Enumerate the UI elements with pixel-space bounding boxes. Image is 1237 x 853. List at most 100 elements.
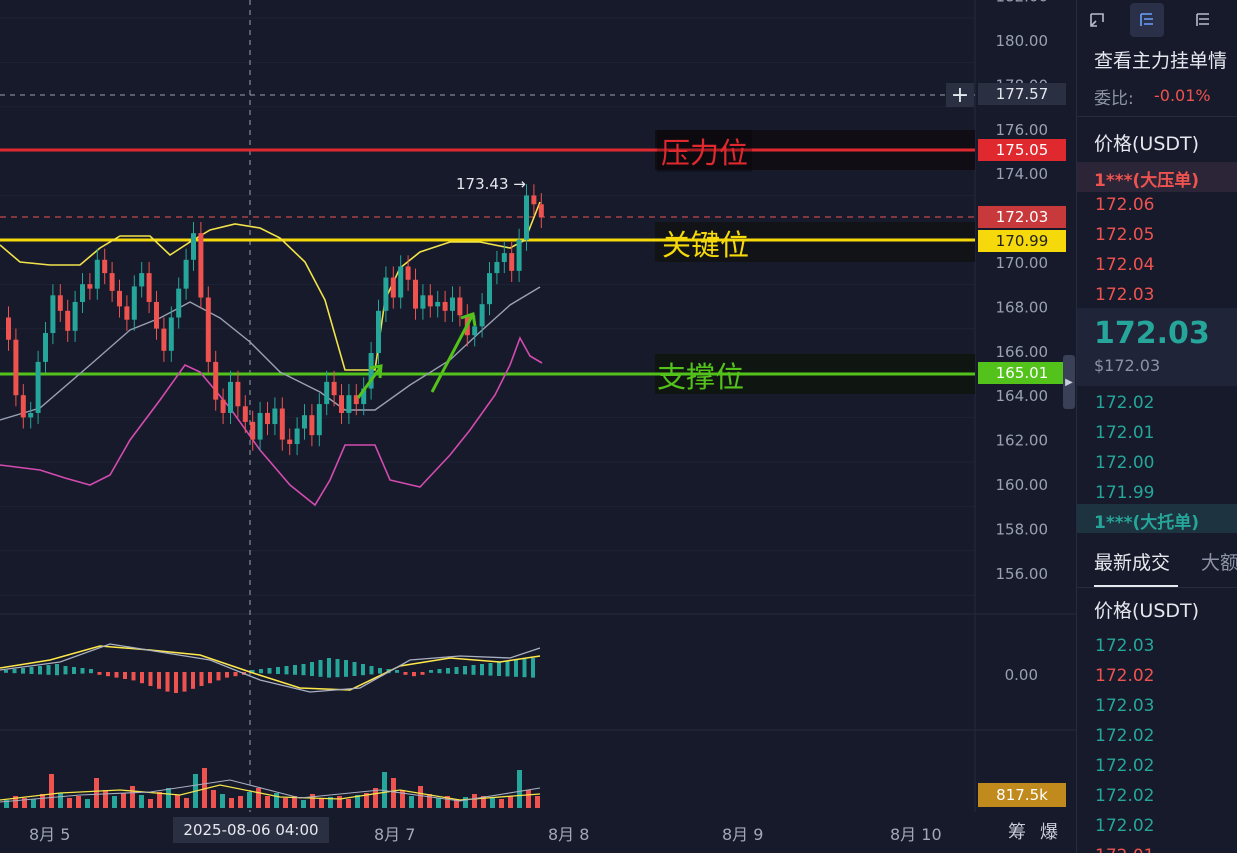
volume-bar [49, 774, 54, 808]
candle-body [191, 233, 196, 260]
toolbar-icon-2[interactable] [1130, 3, 1164, 37]
candle-body [28, 412, 34, 418]
volume-bar [373, 788, 378, 808]
macd-bar [46, 665, 51, 675]
macd-bar [148, 672, 153, 686]
macd-bar [463, 666, 467, 675]
bid-row[interactable]: 172.01 [1095, 423, 1155, 443]
macd-bar [97, 672, 102, 675]
annotation-arrow [356, 367, 382, 399]
macd-bar [369, 666, 374, 675]
candle-body [154, 301, 159, 329]
last-price-tag: 172.03 [978, 206, 1066, 228]
crosshair-plus-icon[interactable]: + [946, 83, 974, 108]
high-marker: 173.43 → [456, 175, 526, 193]
trade-row: 172.01 [1095, 846, 1154, 853]
ask-row[interactable]: 172.03 [1095, 285, 1155, 305]
panel-title[interactable]: 查看主力挂单情 [1094, 50, 1228, 72]
macd-bar [250, 670, 255, 673]
toolbar-icon-3[interactable] [1186, 3, 1220, 37]
macd-bar [514, 660, 518, 677]
candle-body [117, 290, 122, 307]
bollinger-lower [0, 336, 543, 507]
macd-bar [310, 662, 314, 676]
time-label-aug8: 8月 8 [548, 825, 590, 844]
candle-body [427, 295, 433, 307]
candle-body [94, 259, 100, 289]
volume-bar [94, 778, 99, 808]
ask-row[interactable]: 172.04 [1095, 255, 1155, 275]
volume-bar [292, 796, 297, 808]
volume-bar [112, 796, 117, 808]
price-tick-label: 164.00 [996, 387, 1049, 405]
macd-bar [106, 672, 110, 677]
candle-body [57, 295, 63, 311]
candle-body [479, 304, 485, 327]
candle-body [43, 333, 48, 362]
volume-bar [328, 797, 333, 808]
bollinger-middle [0, 286, 541, 421]
volume-bar [265, 796, 270, 808]
candle-body [109, 273, 115, 291]
macd-bar [63, 666, 68, 675]
macd-bar [55, 664, 59, 676]
macd-bar [301, 664, 306, 676]
volume-bar [157, 792, 162, 808]
candle-body [331, 381, 337, 396]
candle-body [398, 266, 404, 298]
volume-bar [409, 796, 414, 808]
macd-bar [531, 658, 535, 678]
panel-collapse-handle[interactable]: ▶ [1063, 355, 1075, 409]
ask-row[interactable]: 172.05 [1095, 225, 1155, 245]
liquidation-button[interactable]: 爆 [1040, 822, 1058, 843]
candle-body [102, 259, 108, 274]
candle-body [390, 277, 396, 298]
chip-button[interactable]: 筹 [1008, 822, 1026, 843]
tab-latest-trades[interactable]: 最新成交 [1094, 552, 1171, 574]
macd-bar [420, 672, 425, 675]
tab-large-trades[interactable]: 大额 [1201, 552, 1237, 574]
annotation-arrow-head [369, 364, 383, 379]
macd-bar [471, 665, 476, 675]
big-ask-row[interactable] [1077, 162, 1237, 192]
bid-row[interactable]: 172.02 [1095, 393, 1155, 413]
macd-bar [199, 672, 204, 686]
volume-bar [40, 794, 45, 808]
volume-bar [319, 798, 324, 808]
candle-body [383, 277, 389, 311]
candlestick-chart[interactable]: 182.00180.00178.00176.00174.00172.00170.… [0, 0, 1076, 853]
macd-bar [446, 668, 450, 674]
macd-bar [21, 668, 25, 674]
toolbar-icon-1[interactable] [1080, 3, 1114, 37]
macd-bar [488, 663, 493, 676]
chart-area[interactable]: 182.00180.00178.00176.00174.00172.00170.… [0, 0, 1076, 853]
volume-bar [58, 793, 63, 808]
candle-body [205, 297, 211, 362]
candle-body [131, 286, 137, 320]
candle-body [450, 297, 455, 311]
trade-row: 172.02 [1095, 756, 1155, 776]
bid-row[interactable]: 172.00 [1095, 453, 1155, 473]
candle-body [538, 204, 544, 217]
candle-body [139, 273, 145, 287]
candle-body [353, 395, 359, 405]
volume-bar [382, 772, 387, 808]
macd-bar [403, 672, 408, 675]
candle-body [413, 279, 418, 309]
volume-bar [463, 797, 468, 808]
big-ask-label: 1***(大压单) [1094, 171, 1200, 191]
macd-bar [352, 662, 357, 676]
bid-row[interactable]: 171.99 [1095, 483, 1155, 503]
divider [1077, 116, 1237, 117]
crosshair-time-tag: 2025-08-06 04:00 [173, 817, 329, 843]
macd-dif-line [0, 645, 541, 691]
ask-row[interactable]: 172.06 [1095, 195, 1155, 215]
trade-price-header: 价格(USDT) [1094, 600, 1200, 622]
macd-bar [38, 666, 42, 675]
candle-body [346, 395, 352, 413]
volume-bar [220, 794, 225, 808]
big-bid-row[interactable] [1077, 504, 1237, 533]
ratio-label: 委比: [1094, 89, 1134, 109]
volume-bar [445, 796, 450, 808]
candle-body [87, 284, 93, 289]
